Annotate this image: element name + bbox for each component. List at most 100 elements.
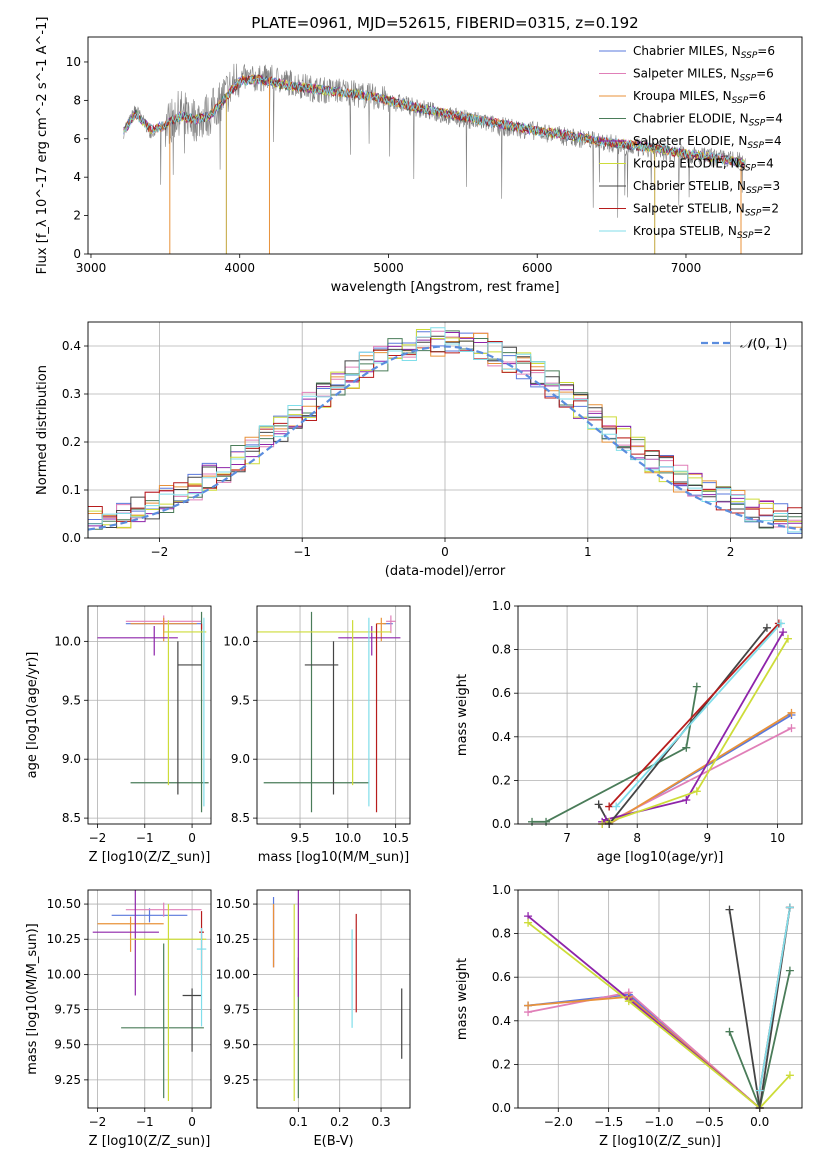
y-tick-label: 0	[73, 247, 81, 261]
legend-label: Chabrier STELIB, NSSP=3	[633, 179, 780, 196]
y-tick-label: 0.8	[492, 927, 511, 941]
x-tick-label: 10.0	[334, 831, 361, 845]
y-tick-label: 0.0	[492, 817, 511, 831]
panel-weight-vs-age: 7 8 9 10 0.0 0.2 0.4 0.6 0.8 1.0 age [log10(age/yr…	[455, 599, 803, 865]
weight-marker	[524, 918, 533, 927]
y-tick-label: 10.50	[216, 897, 250, 911]
x-tick-label: 10.5	[382, 831, 409, 845]
legend-label: Kroupa MILES, NSSP=6	[633, 89, 766, 106]
x-axis-label: Z [log10(Z/Z_sun)]	[89, 1134, 211, 1149]
weight-line	[602, 714, 792, 824]
weight-marker	[787, 724, 796, 733]
x-tick-label: 10	[770, 831, 785, 845]
weight-marker	[785, 966, 794, 975]
y-axis-label: mass weight	[455, 958, 470, 1040]
y-tick-label: 10.25	[47, 932, 81, 946]
weight-marker	[785, 903, 794, 912]
y-tick-label: 0.6	[492, 686, 511, 700]
y-axis-label: Flux [f_λ 10^-17 erg cm^-2 s^-1 A^-1]	[35, 17, 50, 275]
weight-marker	[605, 802, 614, 811]
x-tick-label: −1	[293, 545, 311, 559]
weight-marker	[524, 1001, 533, 1010]
y-tick-label: 0.3	[62, 387, 81, 401]
y-tick-label: 0.0	[62, 531, 81, 545]
weight-marker	[594, 800, 603, 809]
y-tick-label: 6	[73, 132, 81, 146]
weight-marker	[725, 905, 734, 914]
y-tick-label: 9.25	[223, 1073, 250, 1087]
weight-marker	[624, 997, 633, 1006]
x-tick-label: −2	[89, 831, 107, 845]
x-axis-label: E(B-V)	[313, 1134, 353, 1149]
y-tick-label: 0.4	[492, 730, 511, 744]
weight-marker	[725, 1027, 734, 1036]
panel-mass-vs-Z: −2 −1 0 9.25 9.50 9.75 10.00 10.25 10.50 Z [log10…	[25, 889, 212, 1149]
y-tick-label: 0.2	[492, 1057, 511, 1071]
x-tick-label: 3000	[76, 261, 107, 275]
y-tick-label: 0.0	[492, 1101, 511, 1115]
x-tick-label: −1	[136, 831, 154, 845]
weight-marker	[776, 619, 785, 628]
axes-frame	[256, 605, 411, 825]
axes-frame	[87, 36, 803, 255]
x-axis-label: mass [log10(M/M_sun)]	[258, 850, 410, 865]
x-tick-label: 2	[727, 545, 735, 559]
x-tick-label: 5000	[373, 261, 404, 275]
weight-marker	[779, 628, 788, 637]
y-tick-label: 9.75	[223, 1003, 250, 1017]
normal-curve	[88, 345, 802, 531]
y-tick-label: 10.0	[223, 634, 250, 648]
y-tick-label: 0.4	[492, 1014, 511, 1028]
plot-area	[272, 890, 403, 1101]
x-tick-label: 0.3	[372, 1115, 391, 1129]
x-tick-label: 7000	[671, 261, 702, 275]
y-tick-label: 9.75	[54, 1003, 81, 1017]
weight-marker	[682, 743, 691, 752]
plot-area	[532, 622, 792, 824]
y-tick-label: 0.8	[492, 643, 511, 657]
plot-area	[88, 327, 802, 538]
x-tick-label: 6000	[522, 261, 553, 275]
weight-marker	[783, 634, 792, 643]
figure-title: PLATE=0961, MJD=52615, FIBERID=0315, z=0…	[251, 14, 638, 32]
x-tick-label: 0.2	[330, 1115, 349, 1129]
y-tick-label: 9.50	[223, 1038, 250, 1052]
y-tick-label: 10.0	[54, 634, 81, 648]
legend-label: Salpeter MILES, NSSP=6	[633, 67, 774, 84]
x-tick-label: 9	[704, 831, 712, 845]
model-spectrum-line	[123, 76, 746, 168]
y-tick-label: 8	[73, 93, 81, 107]
x-axis-label: age [log10(age/yr)]	[597, 850, 724, 865]
x-tick-label: −1.0	[644, 1115, 673, 1129]
y-tick-label: 9.0	[62, 752, 81, 766]
weight-line	[608, 622, 780, 808]
x-tick-label: −2	[151, 545, 169, 559]
x-tick-label: 0.1	[289, 1115, 308, 1129]
x-tick-label: 1	[584, 545, 592, 559]
axes-frame	[517, 889, 803, 1109]
y-tick-label: 1.0	[492, 599, 511, 613]
y-axis-label: age [log10(age/yr)]	[25, 652, 40, 779]
y-axis-label: mass weight	[455, 674, 470, 756]
weight-line	[728, 970, 791, 1108]
legend-label: 𝒩(0, 1)	[740, 337, 787, 352]
weight-marker	[692, 787, 701, 796]
x-tick-label: −0.5	[695, 1115, 724, 1129]
plot-area	[257, 611, 401, 813]
weight-marker	[762, 623, 771, 632]
legend-label: Kroupa ELODIE, NSSP=4	[633, 157, 774, 174]
y-tick-label: 10	[66, 55, 81, 69]
panel-mass-vs-ebv: 0.1 0.2 0.3 9.25 9.50 9.75 10.00 10.25 10.50 E(B-…	[216, 889, 411, 1149]
x-tick-label: 0.0	[750, 1115, 769, 1129]
y-tick-label: 9.5	[62, 693, 81, 707]
weight-marker	[785, 1071, 794, 1080]
x-axis-label: (data-model)/error	[385, 564, 506, 579]
weight-line	[527, 921, 791, 1108]
x-axis-label: Z [log10(Z/Z_sun)]	[89, 850, 211, 865]
x-tick-label: 0	[188, 1115, 196, 1129]
plot-area	[97, 611, 209, 813]
weight-marker	[528, 817, 537, 826]
weight-marker	[755, 1086, 764, 1095]
panel-age-vs-mass: 9.5 10.0 10.5 8.5 9.0 9.5 10.0 mass [log10(M/M_…	[223, 605, 411, 865]
plot-area	[92, 890, 207, 1101]
